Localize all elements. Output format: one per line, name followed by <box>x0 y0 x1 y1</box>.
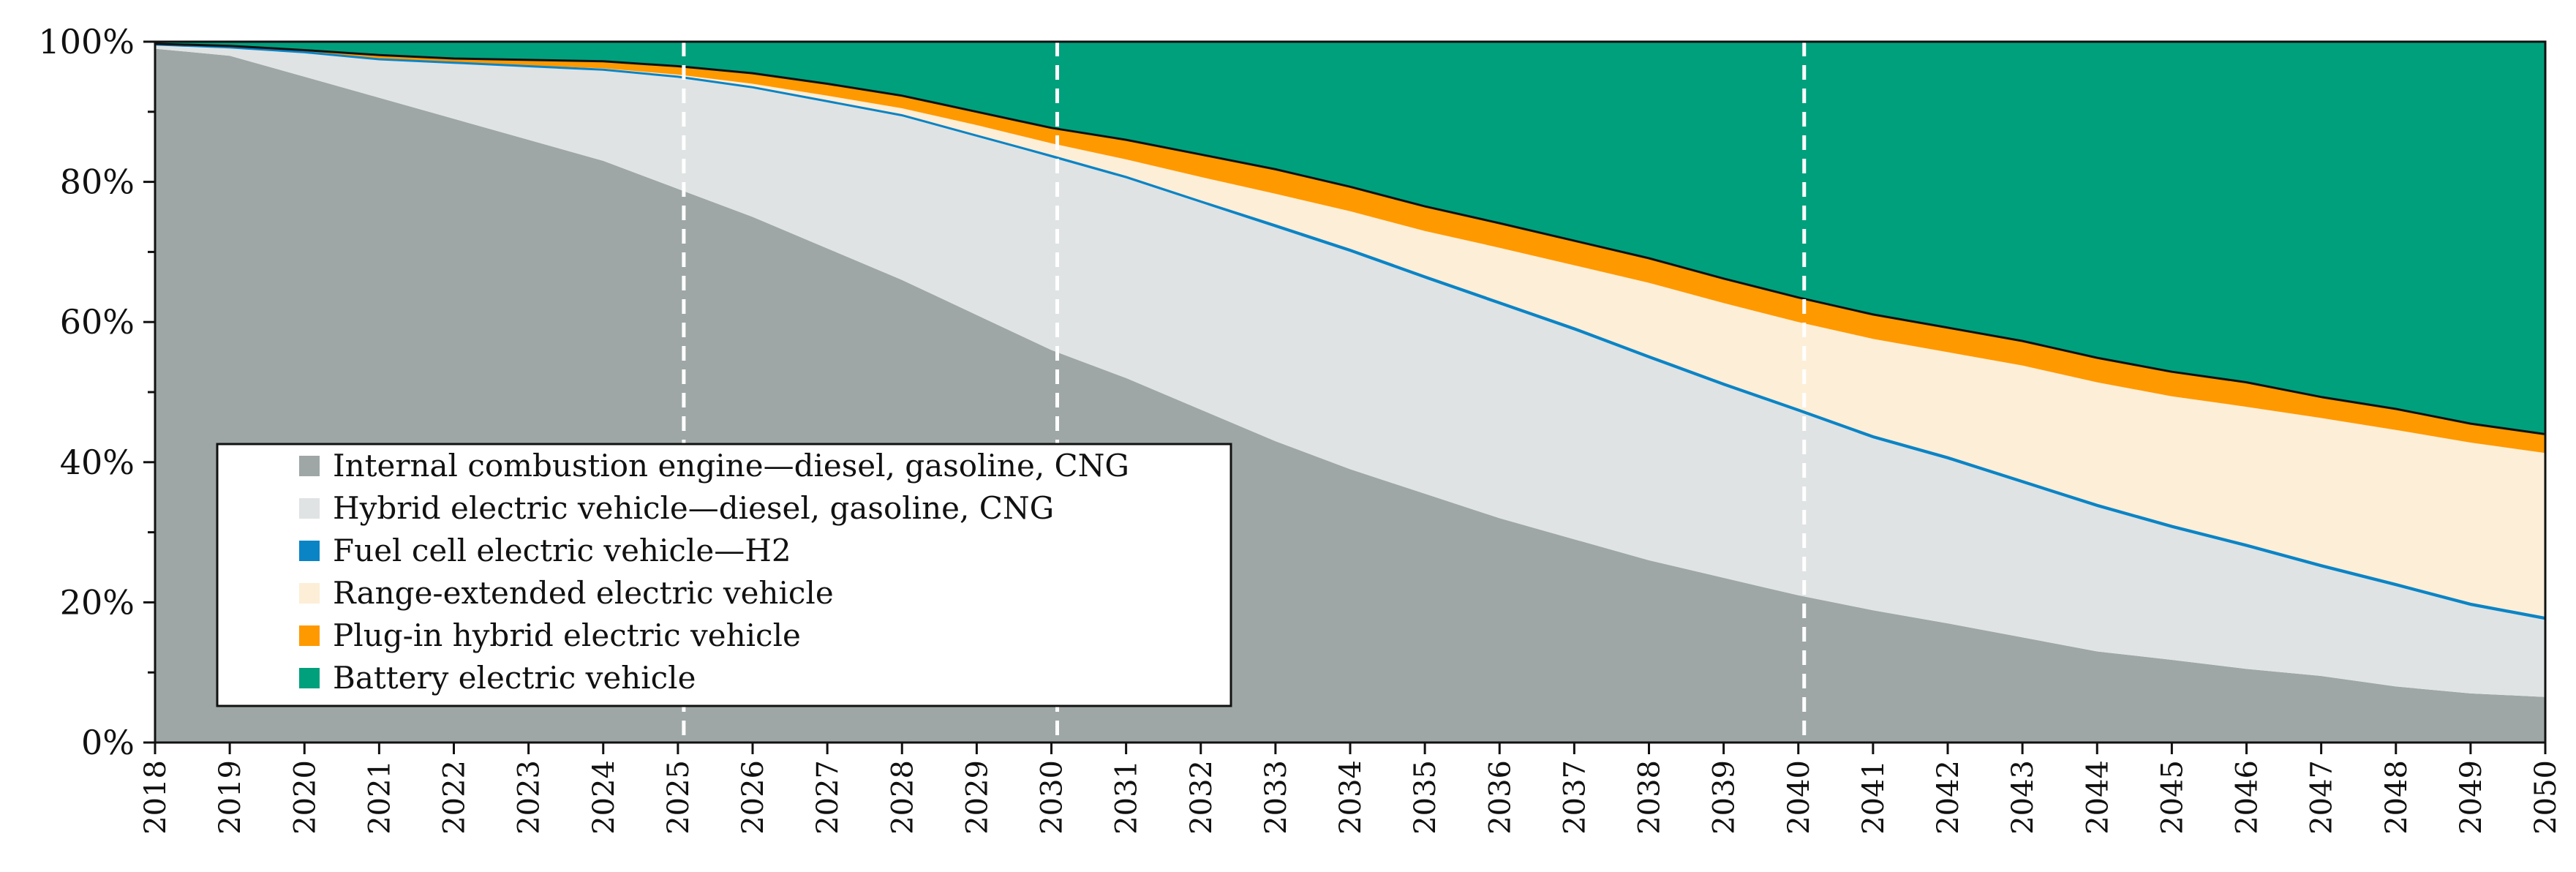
x-tick-label: 2034 <box>1334 760 1368 835</box>
bev-boundary-line <box>154 42 2546 435</box>
y-tick-label: 20% <box>60 582 135 622</box>
y-tick-label: 60% <box>60 302 135 342</box>
legend-label: Hybrid electric vehicle—diesel, gasoline… <box>333 490 1054 526</box>
x-tick-label: 2024 <box>587 760 621 835</box>
area-battery-electric-vehicle <box>155 42 2545 435</box>
x-tick-label: 2045 <box>2155 760 2189 835</box>
legend-swatch <box>299 583 320 604</box>
legend-swatch <box>299 625 320 646</box>
x-tick-label: 2031 <box>1110 760 1144 835</box>
legend-swatch <box>299 668 320 688</box>
y-tick-label: 100% <box>38 22 135 61</box>
x-tick-label: 2036 <box>1483 760 1517 835</box>
x-tick-label: 2025 <box>662 760 696 835</box>
x-tick-label: 2039 <box>1708 760 1741 835</box>
x-tick-label: 2049 <box>2455 760 2488 835</box>
y-tick-label: 40% <box>60 443 135 482</box>
legend-label: Internal combustion engine—diesel, gasol… <box>333 448 1129 484</box>
x-tick-label: 2043 <box>2006 760 2040 835</box>
x-tick-label: 2027 <box>811 760 845 835</box>
x-tick-label: 2041 <box>1857 760 1891 835</box>
fcev-line <box>154 43 2546 619</box>
legend-swatch <box>299 541 320 561</box>
x-tick-label: 2030 <box>1036 760 1069 835</box>
x-tick-label: 2037 <box>1558 760 1592 835</box>
legend: Internal combustion engine—diesel, gasol… <box>216 443 1232 707</box>
x-tick-label: 2028 <box>886 760 919 835</box>
x-tick-label: 2040 <box>1782 760 1816 835</box>
x-tick-label: 2019 <box>214 760 247 835</box>
x-tick-label: 2020 <box>288 760 322 835</box>
x-tick-label: 2023 <box>513 760 546 835</box>
legend-swatch <box>299 498 320 519</box>
x-tick-label: 2022 <box>438 760 472 835</box>
x-tick-label: 2038 <box>1633 760 1667 835</box>
area-hybrid-electric-vehicle-diesel-gasoline-cng <box>155 44 2545 697</box>
fcev-boundary-lines <box>154 42 2546 619</box>
legend-label: Range-extended electric vehicle <box>333 575 834 611</box>
x-tick-label: 2021 <box>363 760 396 835</box>
x-tick-label: 2050 <box>2529 760 2563 835</box>
x-tick-label: 2047 <box>2305 760 2339 835</box>
legend-label: Battery electric vehicle <box>333 660 696 696</box>
legend-swatch <box>299 456 320 476</box>
axes: 0% 20% 40% 60% 80% 100% 2018 2019 2020 2021 2022 20… <box>38 22 2563 835</box>
x-tick-label: 2035 <box>1409 760 1442 835</box>
x-tick-label: 2032 <box>1185 760 1219 835</box>
x-tick-label: 2044 <box>2081 760 2114 835</box>
y-tick-label: 0% <box>81 723 135 762</box>
legend-label: Fuel cell electric vehicle—H2 <box>333 533 791 568</box>
x-tick-label: 2026 <box>737 760 770 835</box>
x-tick-label: 2042 <box>1932 760 1965 835</box>
y-tick-label: 80% <box>60 162 135 202</box>
legend-box <box>216 443 1232 707</box>
x-tick-label: 2046 <box>2231 760 2264 835</box>
x-tick-label: 2018 <box>139 760 173 835</box>
area-plug-in-hybrid-electric-vehicle <box>155 43 2545 454</box>
x-tick-label: 2029 <box>960 760 994 835</box>
x-tick-label: 2048 <box>2380 760 2414 835</box>
area-fuel-cell-electric-vehicle-h2 <box>155 44 2545 620</box>
x-tick-label: 2033 <box>1259 760 1293 835</box>
legend-label: Plug-in hybrid electric vehicle <box>333 617 801 653</box>
